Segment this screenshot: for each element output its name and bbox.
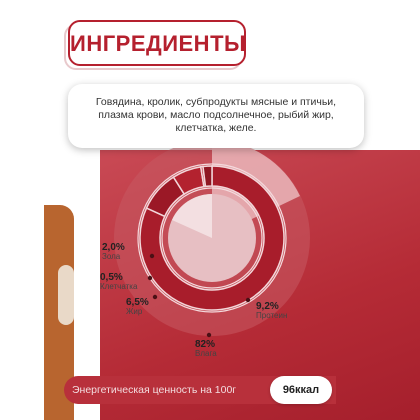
slice-label-fat: 6,5% Жир [126,297,149,317]
slice-value: 9,2% [256,301,279,312]
title-box: ИНГРЕДИЕНТЫ [68,20,246,66]
slice-label-fiber: 0,5% Клетчатка [100,272,138,292]
slice-value: 2,0% [102,242,125,253]
pet-image-highlight [58,265,74,325]
energy-label: Энергетическая ценность на 100г [72,384,237,396]
slice-name: Жир [126,307,143,316]
ingredients-line-1: Говядина, кролик, субпродукты мясные и п… [95,96,337,108]
pie-slice-1 [139,165,285,311]
pie-slice-5 [202,165,213,188]
ingredients-box: Говядина, кролик, субпродукты мясные и п… [68,84,364,148]
chart-slices [137,163,287,313]
slice-name: Влага [195,349,217,358]
marker-ash [149,253,155,259]
chart-center-highlight [172,194,212,238]
slice-value: 82% [195,339,216,350]
ingredients-line-3: клетчатка, желе. [175,122,257,134]
marker-fiber [147,275,153,281]
slice-value: 6,5% [126,297,149,308]
slice-label-moisture: 82% Влага [195,339,217,359]
marker-protein [245,297,251,303]
slice-name: Клетчатка [100,282,138,291]
slice-name: Протеин [256,311,288,320]
slice-value: 0,5% [100,272,123,283]
marker-moisture [206,332,212,338]
chart-ring-inner [161,187,263,289]
marker-fat [152,294,158,300]
page-title: ИНГРЕДИЕНТЫ [70,31,247,56]
slice-label-protein: 9,2% Протеин [256,301,288,321]
energy-value-badge: 96ккал [270,376,332,404]
slice-name: Зола [102,252,121,261]
chart-ring-outer [137,163,287,313]
chart-markers [147,253,251,338]
ingredients-line-2: плазма крови, масло подсолнечное, рыбий … [98,109,334,121]
slice-label-ash: 2,0% Зола [102,242,125,262]
